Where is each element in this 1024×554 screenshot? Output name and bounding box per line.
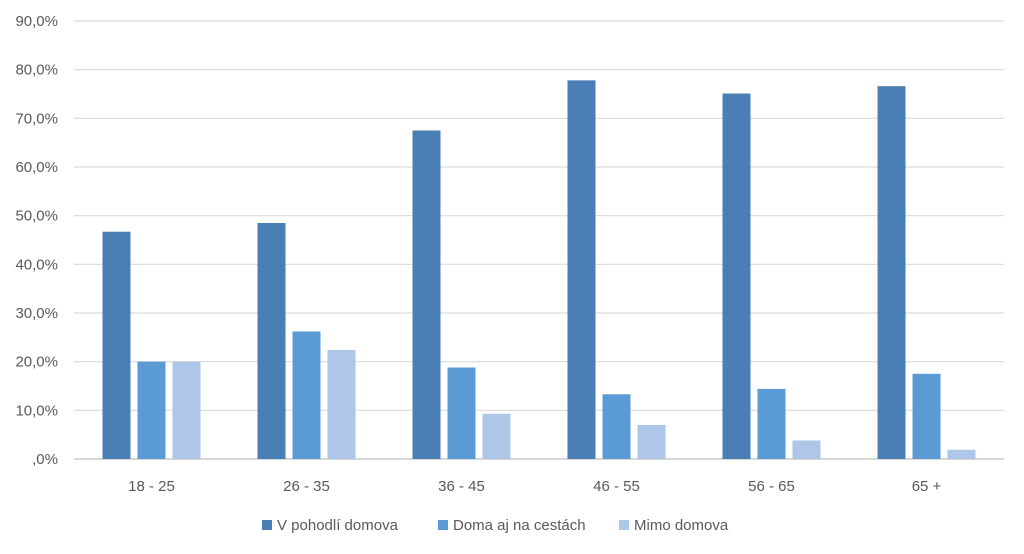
bar-26-35-series-2 (292, 331, 321, 459)
x-axis-tick-labels: 18 - 25 26 - 35 36 - 45 46 - 55 56 - 65 65 + (128, 478, 941, 495)
y-tick-label: ,0% (32, 451, 58, 468)
bar-56-65-series-1 (722, 93, 751, 459)
bar-46-55-series-1 (567, 80, 596, 459)
x-tick-label: 65 + (912, 478, 942, 495)
y-tick-label: 80,0% (15, 62, 58, 79)
bar-65--series-3 (947, 449, 976, 459)
gridlines (74, 20, 1004, 460)
legend-label: Doma aj na cestách (453, 517, 586, 534)
bar-46-55-series-3 (637, 424, 666, 459)
bar-26-35-series-1 (257, 222, 286, 459)
y-tick-label: 90,0% (15, 13, 58, 30)
bar-18-25-series-2 (137, 361, 166, 459)
x-tick-label: 46 - 55 (593, 478, 640, 495)
x-tick-label: 18 - 25 (128, 478, 175, 495)
bar-65--series-2 (912, 373, 941, 459)
bar-36-45-series-3 (482, 413, 511, 459)
legend-label: V pohodlí domova (277, 517, 399, 534)
y-axis-tick-labels: ,0% 10,0% 20,0% 30,0% 40,0% 50,0% 60,0% 70,0% 80… (15, 13, 58, 468)
x-tick-label: 36 - 45 (438, 478, 485, 495)
legend-swatch (262, 520, 272, 530)
y-tick-label: 60,0% (15, 159, 58, 176)
x-tick-label: 56 - 65 (748, 478, 795, 495)
x-tick-label: 26 - 35 (283, 478, 330, 495)
bar-36-45-series-2 (447, 367, 476, 459)
bar-36-45-series-1 (412, 130, 441, 459)
y-tick-label: 20,0% (15, 354, 58, 371)
bar-65--series-1 (877, 86, 906, 460)
y-tick-label: 30,0% (15, 305, 58, 322)
bar-18-25-series-3 (172, 361, 201, 459)
legend-swatch (438, 520, 448, 530)
y-tick-label: 40,0% (15, 256, 58, 273)
legend: V pohodlí domova Doma aj na cestách Mimo d… (262, 517, 729, 534)
legend-swatch (619, 520, 629, 530)
y-tick-label: 50,0% (15, 208, 58, 225)
bar-46-55-series-2 (602, 394, 631, 459)
y-tick-label: 10,0% (15, 402, 58, 419)
bar-26-35-series-3 (327, 349, 356, 459)
bar-56-65-series-3 (792, 440, 821, 459)
bar-56-65-series-2 (757, 388, 786, 459)
legend-label: Mimo domova (634, 517, 729, 534)
y-tick-label: 70,0% (15, 110, 58, 127)
bars (102, 80, 976, 460)
bar-18-25-series-1 (102, 231, 131, 459)
